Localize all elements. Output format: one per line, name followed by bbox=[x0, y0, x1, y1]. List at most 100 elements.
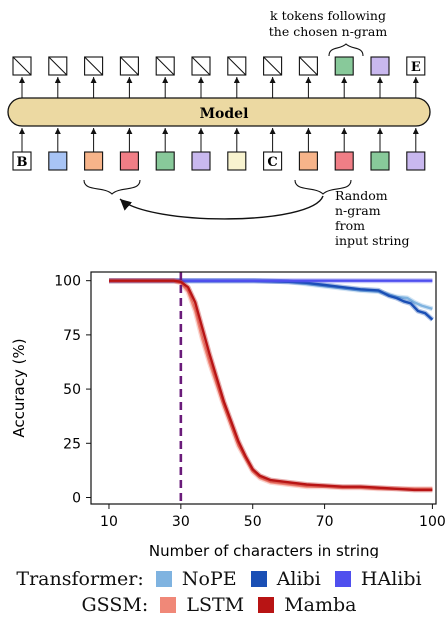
input-token-5 bbox=[155, 151, 175, 171]
left-brace bbox=[83, 179, 141, 195]
legend-label-halibi: HAlibi bbox=[360, 568, 422, 590]
legend-item-lstm: LSTM bbox=[160, 594, 244, 616]
y-tick-label-25: 25 bbox=[63, 436, 81, 452]
x-tick-label-10: 10 bbox=[100, 514, 118, 530]
input-token-8-label: C bbox=[267, 155, 277, 170]
series-line-alibi bbox=[109, 279, 434, 321]
copy-arrow bbox=[119, 195, 324, 220]
legend-item-nope: NoPE bbox=[155, 568, 237, 590]
output-token-4-slash bbox=[120, 56, 139, 76]
legend-row-transformer: Transformer: NoPE Alibi HAlibi bbox=[0, 568, 446, 590]
legend-swatch-lstm bbox=[160, 597, 177, 613]
top-brace bbox=[328, 43, 364, 57]
input-token-1: B bbox=[12, 151, 32, 171]
input-token-4-box bbox=[119, 151, 139, 171]
output-token-1-slash bbox=[12, 56, 32, 76]
output-token-9-slash bbox=[299, 56, 318, 76]
legend-item-alibi: Alibi bbox=[250, 568, 321, 590]
x-tick-label-100: 100 bbox=[419, 514, 446, 530]
output-token-2 bbox=[48, 56, 68, 76]
output-token-7 bbox=[227, 56, 247, 76]
model-label: Model bbox=[200, 106, 249, 122]
legend-label-nope: NoPE bbox=[181, 568, 237, 590]
y-tick-label-100: 100 bbox=[54, 274, 81, 290]
input-token-6 bbox=[191, 151, 211, 171]
series-band-alibi bbox=[109, 278, 435, 322]
output-token-7-slash bbox=[227, 56, 247, 76]
task-diagram: E B C Model k tokens following the chosen… bbox=[7, 8, 431, 248]
input-token-4 bbox=[119, 151, 139, 171]
side-caption-1: Random bbox=[335, 188, 388, 203]
output-token-12-label: E bbox=[411, 60, 421, 75]
legend-label-alibi: Alibi bbox=[276, 568, 321, 590]
input-token-2 bbox=[48, 151, 68, 171]
right-brace bbox=[294, 179, 352, 195]
series-band-lstm bbox=[109, 278, 433, 492]
output-token-5 bbox=[155, 56, 175, 76]
input-token-1-label: B bbox=[17, 155, 28, 170]
series-line-mamba bbox=[109, 279, 433, 492]
output-token-4 bbox=[119, 56, 139, 76]
x-tick-label-50: 50 bbox=[244, 514, 262, 530]
input-token-8: C bbox=[263, 151, 283, 171]
legend-item-mamba: Mamba bbox=[258, 594, 356, 616]
input-token-5-box bbox=[155, 151, 175, 171]
legend-group-transformer: Transformer: bbox=[16, 568, 144, 590]
input-token-12 bbox=[406, 151, 426, 171]
y-tick-label-50: 50 bbox=[63, 382, 81, 398]
output-token-11-box bbox=[370, 56, 390, 76]
legend-row-gssm: GSSM: LSTM Mamba bbox=[0, 594, 446, 616]
series-band-mamba bbox=[109, 278, 433, 493]
input-token-3 bbox=[84, 151, 104, 171]
input-token-2-box bbox=[48, 151, 68, 171]
output-token-12: E bbox=[406, 56, 426, 76]
y-tick-label-0: 0 bbox=[72, 490, 81, 506]
output-token-9 bbox=[298, 56, 318, 76]
y-tick-label-75: 75 bbox=[63, 328, 81, 344]
side-caption-2: n-gram bbox=[335, 203, 381, 218]
x-tick-label-70: 70 bbox=[316, 514, 334, 530]
input-token-7-box bbox=[227, 151, 247, 171]
legend-group-gssm: GSSM: bbox=[81, 594, 149, 616]
input-token-10-box bbox=[334, 151, 354, 171]
top-caption-line2: the chosen n-gram bbox=[269, 24, 388, 39]
legend-swatch-alibi bbox=[250, 571, 267, 587]
legend-label-mamba: Mamba bbox=[284, 594, 357, 616]
output-token-1 bbox=[12, 56, 32, 76]
output-token-2-slash bbox=[48, 56, 68, 76]
side-caption-4: input string bbox=[335, 233, 410, 248]
output-token-8-slash bbox=[263, 56, 282, 76]
legend-swatch-nope bbox=[155, 571, 172, 587]
output-token-8 bbox=[263, 56, 283, 76]
output-token-6-slash bbox=[191, 56, 211, 76]
series-line-lstm bbox=[109, 279, 433, 491]
output-token-12-box bbox=[406, 56, 426, 76]
output-token-5-slash bbox=[155, 56, 175, 76]
legend: Transformer: NoPE Alibi HAlibi GSSM: LST… bbox=[0, 556, 446, 628]
legend-swatch-halibi bbox=[334, 571, 351, 587]
input-token-6-box bbox=[191, 151, 211, 171]
legend-item-halibi: HAlibi bbox=[334, 568, 422, 590]
plot-frame bbox=[90, 271, 437, 505]
x-tick-label-30: 30 bbox=[172, 514, 190, 530]
input-token-12-box bbox=[406, 151, 426, 171]
input-token-3-box bbox=[84, 151, 104, 171]
accuracy-chart: 10 30 50 70 100 0 25 50 75 100 Number of characte… bbox=[10, 271, 446, 558]
top-caption-line1: k tokens following bbox=[270, 8, 386, 23]
input-token-10 bbox=[334, 151, 354, 171]
input-token-9 bbox=[298, 151, 318, 171]
input-token-11 bbox=[370, 151, 390, 171]
output-token-10 bbox=[334, 56, 354, 76]
output-token-11 bbox=[370, 56, 390, 76]
input-token-9-box bbox=[298, 151, 318, 171]
output-token-10-box bbox=[334, 56, 354, 76]
side-caption-3: from bbox=[335, 218, 365, 233]
input-token-7 bbox=[227, 151, 247, 171]
legend-swatch-mamba bbox=[258, 597, 275, 613]
output-token-3-slash bbox=[84, 56, 103, 76]
output-token-6 bbox=[191, 56, 211, 76]
output-token-3 bbox=[84, 56, 104, 76]
x-axis-label: Number of characters in string bbox=[149, 542, 379, 558]
input-token-11-box bbox=[370, 151, 390, 171]
y-axis-label: Accuracy (%) bbox=[10, 338, 28, 437]
